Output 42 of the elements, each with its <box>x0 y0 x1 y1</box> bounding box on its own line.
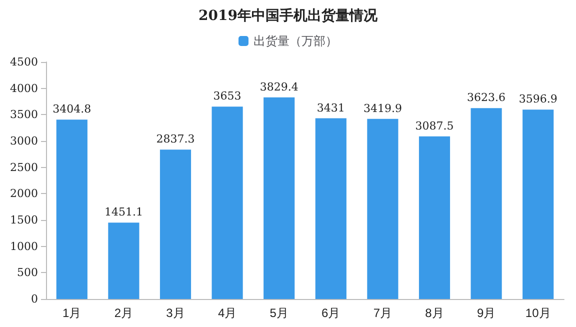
y-tick-label: 3500 <box>10 108 38 122</box>
x-tick-label: 2月 <box>114 306 134 320</box>
chart-title: 2019年中国手机出货量情况 <box>198 7 378 24</box>
bar <box>470 108 502 299</box>
y-tick-label: 2000 <box>10 187 38 200</box>
x-tick-label: 6月 <box>322 306 340 320</box>
legend-label: 出货量（万部） <box>254 34 338 48</box>
x-tick-label: 8月 <box>425 306 444 320</box>
x-tick-label: 4月 <box>218 306 237 320</box>
data-label: 3623.6 <box>467 91 506 104</box>
bar <box>160 150 192 299</box>
bar <box>522 110 554 299</box>
y-tick-label: 3000 <box>10 134 38 148</box>
bar <box>56 120 88 299</box>
data-label: 1451.1 <box>104 206 143 219</box>
x-tick-label: 3月 <box>166 306 185 320</box>
x-tick-label: 5月 <box>270 306 288 320</box>
bar <box>418 136 450 299</box>
y-tick-label: 0 <box>31 292 38 306</box>
data-label: 2837.3 <box>156 132 195 146</box>
bar <box>315 118 346 299</box>
data-label: 3596.9 <box>518 92 558 106</box>
y-tick-label: 500 <box>17 266 38 280</box>
y-tick-label: 4500 <box>10 56 38 68</box>
data-label: 3653 <box>213 90 242 103</box>
data-label: 3829.4 <box>260 80 298 94</box>
bar <box>264 97 295 299</box>
data-label: 3419.9 <box>363 102 402 115</box>
x-tick-label: 10月 <box>525 306 551 320</box>
bar <box>367 118 398 299</box>
y-tick-label: 2500 <box>10 160 38 174</box>
data-label: 3087.5 <box>415 119 454 132</box>
y-tick-label: 1500 <box>10 214 38 226</box>
bar <box>108 222 140 299</box>
x-tick-label: 9月 <box>476 306 496 320</box>
data-label: 3431 <box>316 101 345 114</box>
y-tick-label: 4000 <box>10 82 38 95</box>
x-tick-label: 7月 <box>373 306 392 320</box>
data-label: 3404.8 <box>52 102 92 116</box>
x-tick-label: 1月 <box>62 306 82 320</box>
y-tick-label: 1000 <box>10 240 38 253</box>
bar <box>212 106 243 299</box>
